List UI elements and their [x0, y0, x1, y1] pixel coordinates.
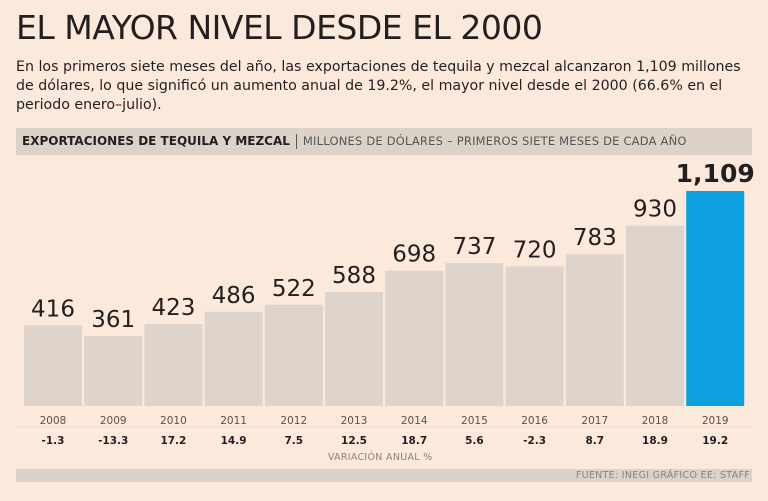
variation-2013: 12.5 — [341, 435, 367, 447]
bar-2015 — [445, 263, 504, 406]
year-label-2019: 2019 — [702, 415, 729, 427]
value-label-2010: 423 — [151, 295, 195, 321]
variation-2014: 18.7 — [401, 435, 427, 447]
bar-2011 — [204, 311, 263, 406]
variation-2017: 8.7 — [585, 435, 604, 447]
bar-2014 — [385, 270, 444, 406]
value-label-2012: 522 — [272, 276, 316, 302]
year-label-2009: 2009 — [100, 415, 127, 427]
value-label-2016: 720 — [513, 237, 557, 263]
variation-2019: 19.2 — [702, 435, 728, 447]
year-label-2017: 2017 — [581, 415, 608, 427]
bar-2012 — [264, 304, 323, 406]
value-label-2009: 361 — [91, 307, 135, 333]
bar-2019 — [686, 191, 745, 406]
source-note: FUENTE: INEGI GRÁFICO EE: STAFF — [575, 470, 750, 481]
year-label-2010: 2010 — [160, 415, 187, 427]
value-label-2011: 486 — [212, 283, 256, 309]
year-label-2012: 2012 — [280, 415, 307, 427]
variation-2012: 7.5 — [284, 435, 303, 447]
variation-caption: VARIACIÓN ANUAL % — [328, 451, 433, 463]
variation-2010: 17.2 — [160, 435, 186, 447]
chart-title: EXPORTACIONES DE TEQUILA Y MEZCAL — [22, 134, 290, 148]
year-label-2011: 2011 — [220, 415, 247, 427]
bar-2017 — [565, 254, 624, 406]
value-label-2015: 737 — [452, 234, 496, 260]
subtitle: En los primeros siete meses del año, las… — [16, 59, 741, 113]
value-label-2019: 1,109 — [676, 159, 755, 188]
chart-units: MILLONES DE DÓLARES – PRIMEROS SIETE MES… — [302, 134, 687, 148]
value-label-2014: 698 — [392, 242, 436, 268]
bar-2008 — [24, 325, 82, 406]
year-label-2014: 2014 — [401, 415, 428, 427]
variation-2018: 18.9 — [642, 435, 668, 447]
variation-2008: -1.3 — [42, 435, 65, 447]
year-label-2016: 2016 — [521, 415, 548, 427]
variation-2009: -13.3 — [98, 435, 128, 447]
variation-2015: 5.6 — [465, 435, 484, 447]
headline: EL MAYOR NIVEL DESDE EL 2000 — [16, 8, 543, 47]
value-label-2018: 930 — [633, 197, 677, 223]
variation-2011: 14.9 — [221, 435, 247, 447]
bar-2016 — [505, 266, 564, 406]
bar-2009 — [84, 336, 143, 406]
header-divider — [295, 134, 297, 149]
bar-2013 — [325, 292, 383, 406]
year-label-2018: 2018 — [642, 415, 669, 427]
value-label-2013: 588 — [332, 263, 376, 289]
year-label-2008: 2008 — [40, 415, 67, 427]
bar-2010 — [144, 324, 203, 406]
chart-header: EXPORTACIONES DE TEQUILA Y MEZCAL MILLONE… — [16, 128, 752, 155]
year-label-2013: 2013 — [341, 415, 368, 427]
value-label-2008: 416 — [31, 296, 75, 322]
bar-2018 — [626, 225, 684, 406]
variation-2016: -2.3 — [523, 435, 546, 447]
footer-bar — [16, 469, 752, 482]
year-label-2015: 2015 — [461, 415, 488, 427]
value-label-2017: 783 — [573, 225, 617, 251]
